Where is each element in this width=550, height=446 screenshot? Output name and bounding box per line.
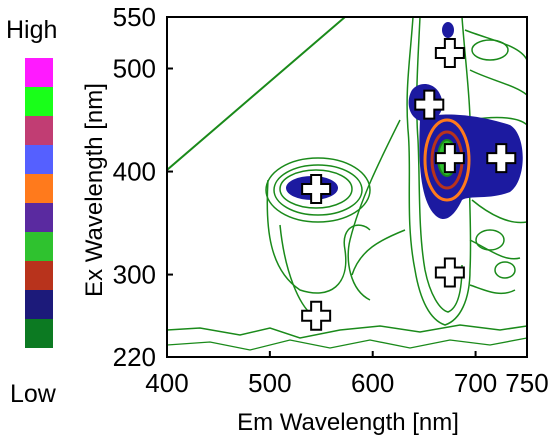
colorbar-swatch (25, 261, 53, 290)
y-tick-label: 500 (113, 54, 156, 84)
y-axis: 220 300 400 500 550 (113, 2, 173, 372)
contour-core-orange (423, 118, 471, 202)
peak-markers (301, 38, 517, 331)
peak-marker (434, 257, 465, 288)
peak-marker (434, 143, 465, 174)
colorbar-swatch (25, 87, 53, 116)
x-tick-label: 500 (248, 368, 291, 398)
contour-top-spot (442, 22, 454, 38)
x-tick-label: 750 (505, 368, 548, 398)
contour-region-right (464, 29, 527, 295)
colorbar-high-label: High (6, 16, 57, 44)
x-axis-label: Em Wavelength [nm] (237, 409, 459, 436)
contour-lower-boundary (167, 324, 527, 339)
colorbar-swatch (25, 203, 53, 232)
plot-frame (166, 16, 528, 358)
peak-marker (486, 143, 517, 174)
y-tick-label: 400 (113, 157, 156, 187)
colorbar-low-label: Low (10, 380, 57, 408)
contour-lower-boundary-2 (167, 337, 527, 351)
color-scale (25, 58, 53, 348)
peak-marker (414, 89, 445, 120)
colorbar-swatch (25, 174, 53, 203)
y-tick-label: 220 (113, 342, 156, 372)
peak-marker (434, 38, 465, 69)
scatter-diagonal-line (167, 17, 346, 171)
x-tick-label: 600 (351, 368, 394, 398)
x-tick-label: 400 (145, 368, 188, 398)
peak-marker (301, 174, 332, 205)
y-tick-label: 550 (113, 2, 156, 32)
colorbar-swatch (25, 290, 53, 319)
colorbar-swatch (25, 232, 53, 261)
colorbar-swatch (25, 58, 53, 87)
x-axis: 400 500 600 700 750 (145, 351, 549, 398)
colorbar-swatch (25, 145, 53, 174)
colorbar-swatch (25, 319, 53, 348)
colorbar-swatch (25, 116, 53, 145)
x-tick-label: 700 (454, 368, 497, 398)
y-axis-label: Ex Wavelength [nm] (81, 83, 108, 297)
peak-marker (301, 300, 332, 331)
y-tick-label: 300 (113, 260, 156, 290)
